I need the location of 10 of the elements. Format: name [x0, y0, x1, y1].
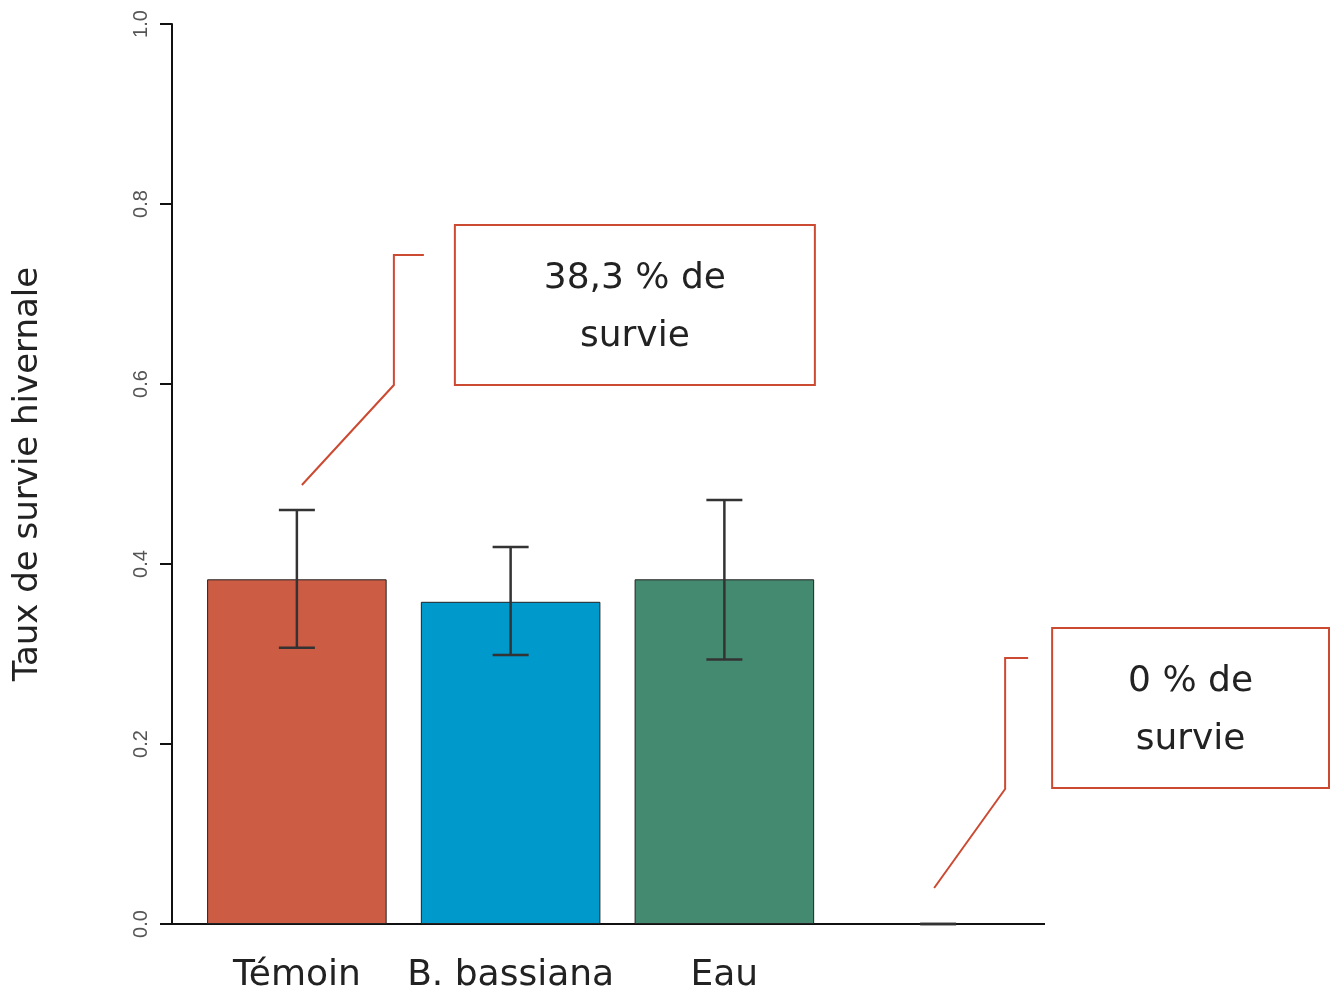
y-tick-label: 0.8: [129, 190, 151, 218]
y-tick-label: 0.2: [129, 730, 151, 758]
x-tick-label: Eau: [690, 951, 759, 993]
y-tick-label: 1.0: [129, 10, 151, 38]
x-tick-label: Témoin: [231, 951, 361, 993]
y-tick-label: 0.4: [129, 550, 151, 578]
y-tick-label: 0.6: [129, 370, 151, 398]
y-tick-label: 0.0: [129, 910, 151, 938]
y-axis-title: Taux de survie hivernale: [5, 266, 45, 683]
x-tick-label: B. bassiana: [407, 951, 615, 993]
